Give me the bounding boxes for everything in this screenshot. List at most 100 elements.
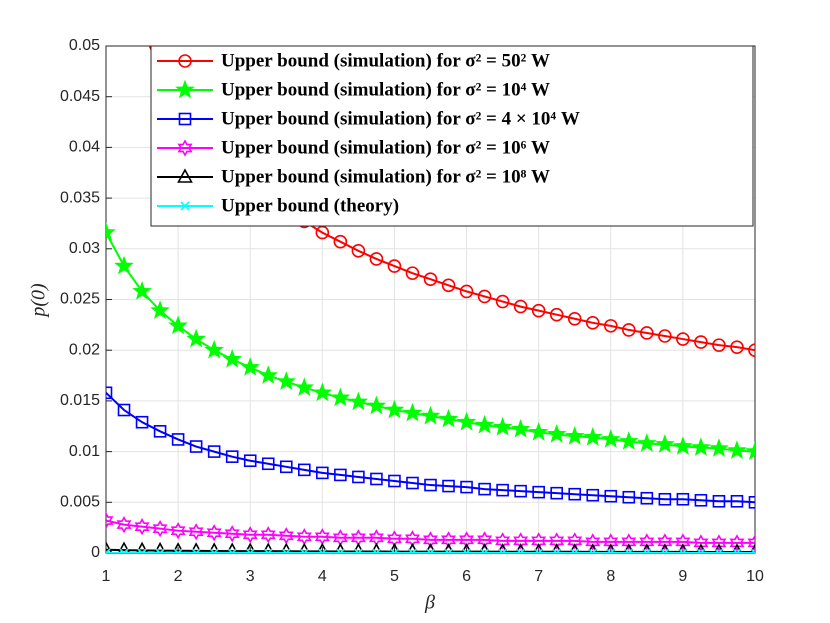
- marker: [441, 531, 456, 549]
- marker: [477, 289, 492, 304]
- marker: [510, 418, 531, 438]
- marker: [675, 533, 691, 551]
- marker: [622, 490, 636, 504]
- marker: [186, 328, 206, 348]
- marker: [549, 532, 565, 550]
- marker: [240, 357, 261, 376]
- marker: [352, 470, 365, 484]
- marker: [585, 316, 600, 330]
- marker: [582, 427, 603, 446]
- y-tick-label: 0.04: [69, 139, 100, 156]
- marker: [730, 340, 744, 354]
- marker: [335, 548, 345, 553]
- marker: [747, 534, 755, 552]
- marker: [534, 548, 544, 553]
- marker: [676, 332, 690, 346]
- marker: [106, 222, 116, 241]
- marker: [564, 426, 585, 445]
- marker: [243, 454, 257, 468]
- marker: [546, 424, 567, 443]
- marker: [658, 329, 672, 343]
- y-tick-label: 0.005: [60, 494, 100, 511]
- marker: [477, 531, 493, 549]
- marker: [116, 515, 132, 534]
- marker: [732, 548, 742, 553]
- x-tick-label: 5: [390, 568, 399, 585]
- marker: [636, 433, 657, 452]
- marker: [180, 201, 190, 211]
- y-tick-label: 0: [91, 544, 100, 561]
- marker: [227, 548, 237, 553]
- marker: [588, 548, 598, 553]
- marker: [137, 548, 147, 553]
- marker: [260, 526, 276, 544]
- marker: [549, 307, 564, 322]
- marker: [640, 326, 654, 340]
- marker: [207, 445, 221, 458]
- marker: [586, 488, 600, 502]
- marker: [492, 416, 513, 436]
- marker: [712, 338, 726, 352]
- marker: [694, 335, 708, 349]
- legend-label: Upper bound (simulation) for σ² = 4 × 10…: [221, 108, 580, 129]
- marker: [621, 533, 637, 551]
- marker: [153, 425, 167, 438]
- marker: [642, 548, 652, 553]
- marker: [406, 476, 419, 490]
- marker: [711, 534, 727, 552]
- series-line: [106, 519, 755, 544]
- marker: [531, 303, 546, 318]
- marker: [135, 415, 149, 429]
- marker: [678, 548, 688, 553]
- marker: [709, 438, 729, 457]
- marker: [552, 548, 562, 553]
- marker: [366, 395, 387, 415]
- marker: [478, 482, 491, 496]
- y-tick-label: 0.035: [60, 189, 100, 206]
- marker: [178, 54, 192, 68]
- marker: [691, 437, 711, 456]
- y-tick-label: 0.02: [69, 341, 100, 358]
- marker: [606, 548, 616, 553]
- marker: [513, 299, 528, 314]
- marker: [170, 522, 186, 540]
- x-tick-label: 7: [534, 568, 543, 585]
- marker: [178, 112, 192, 126]
- marker: [618, 431, 639, 450]
- marker: [624, 548, 634, 553]
- marker: [567, 532, 583, 550]
- legend-label: Upper bound (simulation) for σ² = 10⁸ W: [221, 166, 550, 187]
- marker: [420, 405, 441, 425]
- marker: [371, 548, 381, 553]
- marker: [443, 548, 454, 553]
- marker: [456, 411, 477, 431]
- marker: [294, 377, 315, 397]
- marker: [299, 548, 309, 553]
- marker: [175, 79, 195, 99]
- y-axis-label: p(0): [28, 283, 50, 319]
- marker: [245, 548, 255, 553]
- marker: [206, 524, 222, 542]
- marker: [263, 548, 273, 553]
- marker: [730, 494, 744, 508]
- series-line: [106, 392, 755, 504]
- marker: [712, 494, 726, 508]
- marker: [474, 414, 495, 434]
- marker: [330, 387, 351, 407]
- marker: [173, 548, 183, 553]
- marker: [424, 478, 437, 492]
- marker: [605, 543, 617, 553]
- marker: [353, 548, 363, 553]
- marker: [550, 486, 563, 500]
- marker: [281, 548, 291, 553]
- marker: [224, 525, 240, 543]
- marker: [568, 487, 582, 501]
- y-tick-label: 0.05: [69, 37, 100, 54]
- marker: [117, 403, 131, 417]
- marker: [673, 436, 693, 455]
- marker: [480, 548, 490, 553]
- marker: [713, 543, 725, 553]
- marker: [622, 323, 636, 337]
- marker: [316, 466, 329, 480]
